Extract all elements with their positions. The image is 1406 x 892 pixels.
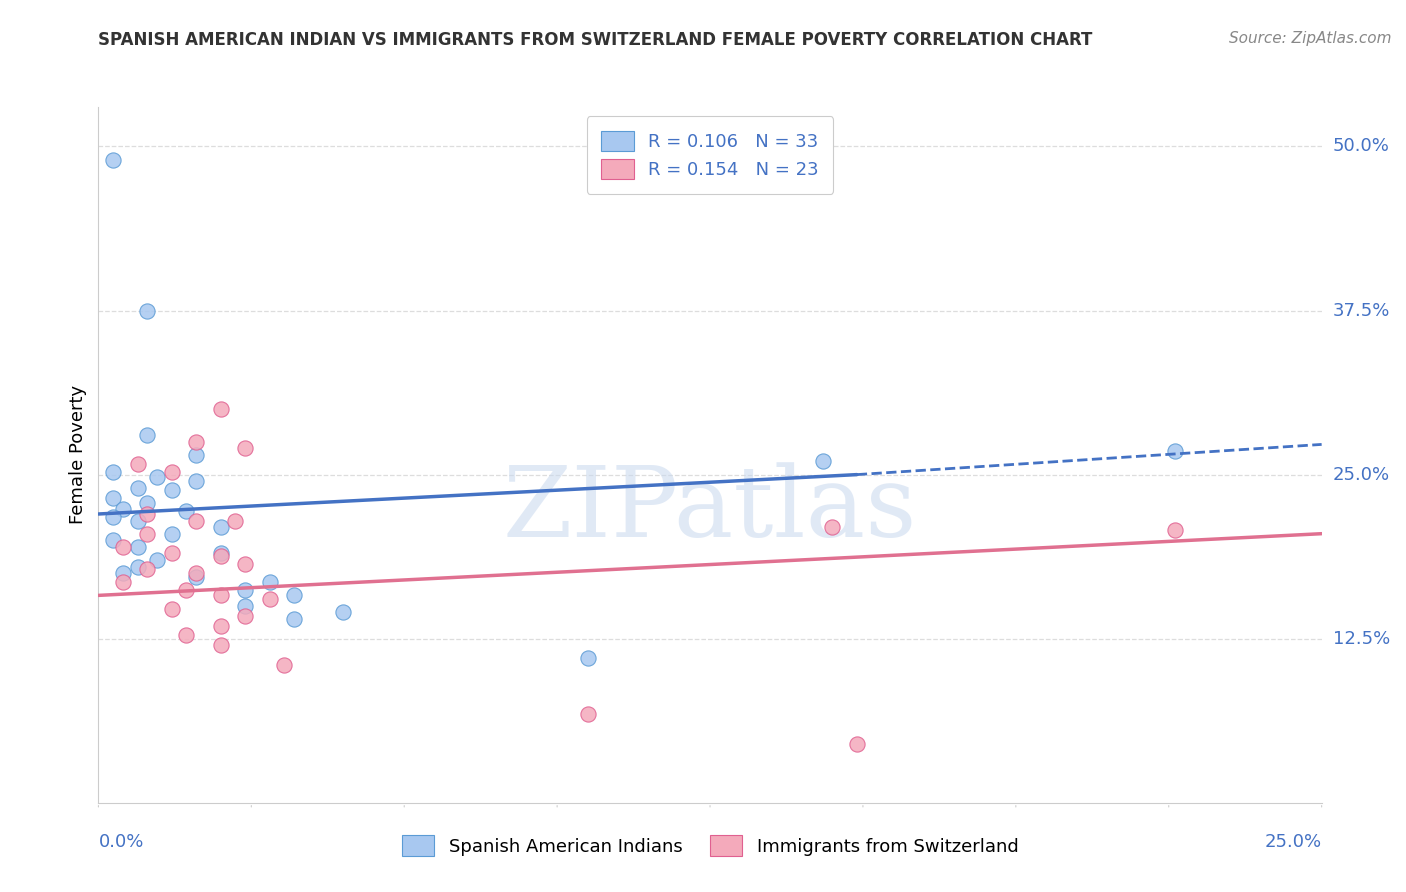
Text: 50.0%: 50.0% [1333, 137, 1389, 155]
Point [209, 549, 232, 563]
Point [283, 612, 305, 626]
Point [160, 483, 183, 498]
Point [209, 520, 232, 534]
Point [821, 520, 844, 534]
Point [101, 153, 124, 167]
Point [209, 618, 232, 632]
Point [160, 546, 183, 560]
Point [136, 562, 159, 576]
Point [127, 540, 149, 554]
Text: 0.0%: 0.0% [98, 833, 143, 851]
Text: SPANISH AMERICAN INDIAN VS IMMIGRANTS FROM SWITZERLAND FEMALE POVERTY CORRELATIO: SPANISH AMERICAN INDIAN VS IMMIGRANTS FR… [98, 31, 1092, 49]
Point [233, 609, 256, 624]
Point [136, 507, 159, 521]
Point [160, 526, 183, 541]
Point [101, 509, 124, 524]
Point [273, 657, 295, 672]
Point [136, 303, 159, 318]
Point [136, 428, 159, 442]
Point [233, 557, 256, 571]
Point [283, 588, 305, 602]
Point [186, 566, 208, 580]
Point [1164, 523, 1187, 537]
Point [160, 601, 183, 615]
Point [111, 540, 134, 554]
Point [209, 588, 232, 602]
Point [186, 434, 208, 449]
Text: 25.0%: 25.0% [1264, 833, 1322, 851]
Point [233, 442, 256, 456]
Y-axis label: Female Poverty: Female Poverty [69, 385, 87, 524]
Point [576, 706, 599, 721]
Text: 37.5%: 37.5% [1333, 301, 1391, 319]
Point [111, 566, 134, 580]
Point [176, 583, 198, 598]
Point [209, 546, 232, 560]
Point [127, 481, 149, 495]
Point [811, 454, 834, 468]
Point [101, 491, 124, 506]
Point [259, 575, 281, 590]
Point [111, 501, 134, 516]
Point [224, 514, 246, 528]
Text: 12.5%: 12.5% [1333, 630, 1391, 648]
Point [845, 737, 868, 751]
Point [136, 526, 159, 541]
Point [1164, 444, 1187, 458]
Point [160, 465, 183, 479]
Point [176, 628, 198, 642]
Point [127, 457, 149, 471]
Point [101, 533, 124, 548]
Point [233, 583, 256, 598]
Point [186, 514, 208, 528]
Point [186, 570, 208, 584]
Legend: Spanish American Indians, Immigrants from Switzerland: Spanish American Indians, Immigrants fro… [395, 828, 1025, 863]
Point [127, 559, 149, 574]
Text: Source: ZipAtlas.com: Source: ZipAtlas.com [1229, 31, 1392, 46]
Point [259, 592, 281, 607]
Point [146, 470, 169, 484]
Point [186, 448, 208, 462]
Point [136, 496, 159, 510]
Text: ZIPatlas: ZIPatlas [503, 463, 917, 558]
Point [186, 474, 208, 488]
Point [332, 606, 354, 620]
Text: 25.0%: 25.0% [1333, 466, 1391, 483]
Point [146, 553, 169, 567]
Point [576, 651, 599, 665]
Point [209, 401, 232, 416]
Point [209, 638, 232, 652]
Point [101, 465, 124, 479]
Point [111, 575, 134, 590]
Point [127, 514, 149, 528]
Point [233, 599, 256, 613]
Point [176, 504, 198, 518]
